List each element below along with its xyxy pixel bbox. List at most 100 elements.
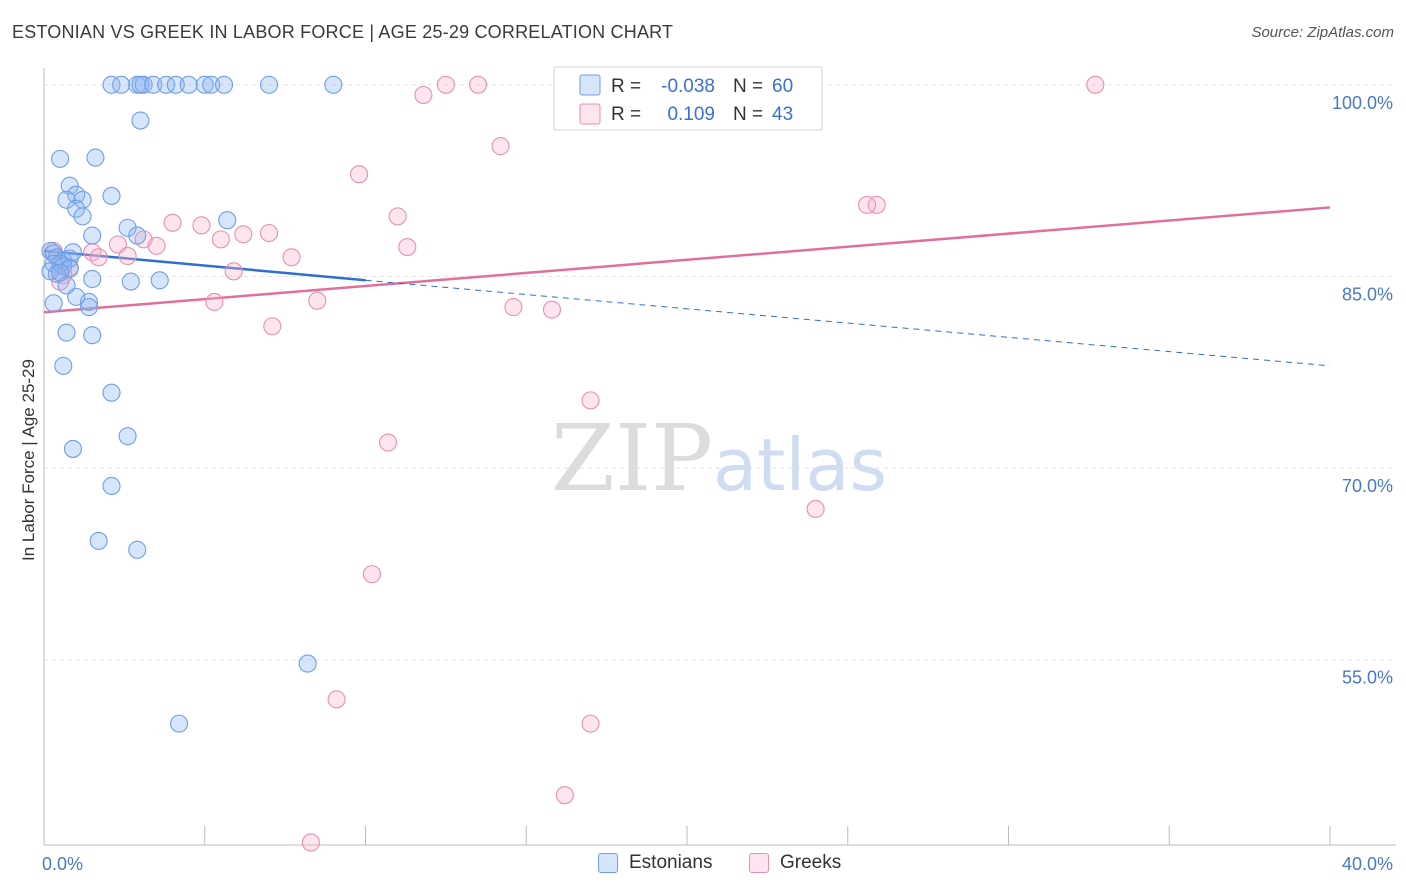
data-point-estonians xyxy=(202,75,221,94)
data-point-greeks xyxy=(388,207,407,226)
data-point-greeks xyxy=(259,223,279,243)
watermark-atlas: atlas xyxy=(713,423,887,507)
data-point-greeks xyxy=(542,300,562,319)
data-point-greeks xyxy=(211,230,230,249)
data-point-greeks xyxy=(301,833,320,852)
legend-r-value-estonians: -0.038 xyxy=(661,76,715,97)
data-point-greeks xyxy=(436,75,455,94)
data-point-estonians xyxy=(118,218,137,237)
data-point-estonians xyxy=(169,714,189,733)
data-point-greeks xyxy=(205,292,224,312)
x-tick-label-max: 40.0% xyxy=(1342,854,1393,874)
data-point-greeks xyxy=(192,216,211,235)
y-tick-label: 85.0% xyxy=(1342,284,1393,304)
data-point-greeks xyxy=(555,786,574,805)
data-point-greeks xyxy=(1086,75,1105,94)
legend-swatch-estonians xyxy=(579,74,601,96)
legend-n-value-greeks: 43 xyxy=(772,104,793,125)
y-tick-label: 100.0% xyxy=(1332,93,1393,113)
chart-title: ESTONIAN VS GREEK IN LABOR FORCE | AGE 2… xyxy=(12,22,674,42)
gridlines xyxy=(44,84,1396,661)
data-point-estonians xyxy=(86,148,105,167)
data-point-estonians xyxy=(131,111,150,130)
data-point-greeks xyxy=(806,499,825,519)
data-point-estonians xyxy=(83,269,102,289)
data-point-estonians xyxy=(60,176,79,195)
legend-swatch-greeks-bottom xyxy=(749,853,769,873)
data-point-greeks xyxy=(362,565,381,584)
data-point-estonians xyxy=(166,75,185,94)
data-point-estonians xyxy=(298,654,317,673)
data-point-estonians xyxy=(57,323,76,342)
data-point-greeks xyxy=(147,236,166,255)
data-point-estonians xyxy=(112,75,131,94)
data-point-greeks xyxy=(857,195,877,214)
data-point-greeks xyxy=(224,262,243,281)
data-point-greeks xyxy=(468,75,488,94)
legend-r-value-greeks: 0.109 xyxy=(667,104,715,125)
data-point-greeks xyxy=(504,298,523,317)
legend-n-value-estonians: 60 xyxy=(772,76,793,97)
y-tick-label: 55.0% xyxy=(1342,668,1393,688)
y-tick-label: 70.0% xyxy=(1342,476,1393,496)
legend-n-label-estonians: N = xyxy=(733,76,763,97)
zipatlas-watermark: ZIP atlas xyxy=(551,405,887,512)
data-point-greeks xyxy=(414,85,433,105)
data-point-estonians xyxy=(44,294,63,313)
data-point-greeks xyxy=(163,213,182,232)
data-point-greeks xyxy=(581,714,600,733)
legend-r-label-greeks: R = xyxy=(611,104,641,125)
legend-item-estonians[interactable]: Estonians xyxy=(598,852,712,874)
data-point-estonians xyxy=(89,531,108,550)
tick-labels: 100.0% 85.0% 70.0% 55.0% 0.0% 40.0% xyxy=(42,93,1393,874)
data-point-greeks xyxy=(234,225,253,244)
data-point-estonians xyxy=(73,207,92,226)
data-point-estonians xyxy=(259,75,279,94)
data-point-greeks xyxy=(282,248,301,267)
x-tick-label-min: 0.0% xyxy=(42,854,83,874)
axes xyxy=(43,68,1396,846)
watermark-zip: ZIP xyxy=(551,405,713,512)
data-point-estonians xyxy=(131,75,150,94)
series-estonians xyxy=(41,75,343,733)
data-point-greeks xyxy=(398,237,417,257)
data-point-estonians xyxy=(79,298,99,317)
data-point-estonians xyxy=(118,427,137,446)
data-point-estonians xyxy=(157,75,176,94)
y-axis-label: In Labor Force | Age 25-29 xyxy=(19,359,38,561)
data-point-greeks xyxy=(118,246,137,266)
data-point-estonians xyxy=(102,75,121,94)
data-point-greeks xyxy=(308,291,327,310)
data-point-greeks xyxy=(378,433,398,452)
data-point-estonians xyxy=(67,199,86,218)
data-point-estonians xyxy=(144,75,163,94)
data-point-greeks xyxy=(327,690,346,709)
data-point-greeks xyxy=(263,317,282,336)
data-point-estonians xyxy=(218,211,237,230)
data-point-estonians xyxy=(214,75,234,94)
data-point-greeks xyxy=(581,391,600,410)
data-point-estonians xyxy=(83,326,102,345)
data-point-estonians xyxy=(324,75,343,94)
source-label: Source: ZipAtlas.com xyxy=(1251,24,1394,41)
trend-line-greeks xyxy=(43,206,1331,314)
data-point-estonians xyxy=(128,540,147,559)
trend-line-estonians xyxy=(43,249,366,282)
trend-line-estonians-extrapolated xyxy=(365,279,1331,367)
legend-label-greeks: Greeks xyxy=(780,852,842,873)
legend-r-label-estonians: R = xyxy=(611,76,641,97)
data-point-greeks xyxy=(491,137,510,156)
stats-legend-frame xyxy=(553,66,823,131)
trend-lines xyxy=(43,206,1331,367)
data-point-estonians xyxy=(121,272,140,291)
legend-label-estonians: Estonians xyxy=(629,852,713,873)
legend-n-label-greeks: N = xyxy=(733,104,763,125)
legend-swatch-greeks xyxy=(579,103,601,125)
legend-item-greeks[interactable]: Greeks xyxy=(749,852,841,874)
data-point-estonians xyxy=(150,271,169,290)
data-point-estonians xyxy=(102,383,121,402)
data-point-estonians xyxy=(63,439,82,458)
data-point-greeks xyxy=(350,165,369,184)
data-points xyxy=(41,75,1105,852)
